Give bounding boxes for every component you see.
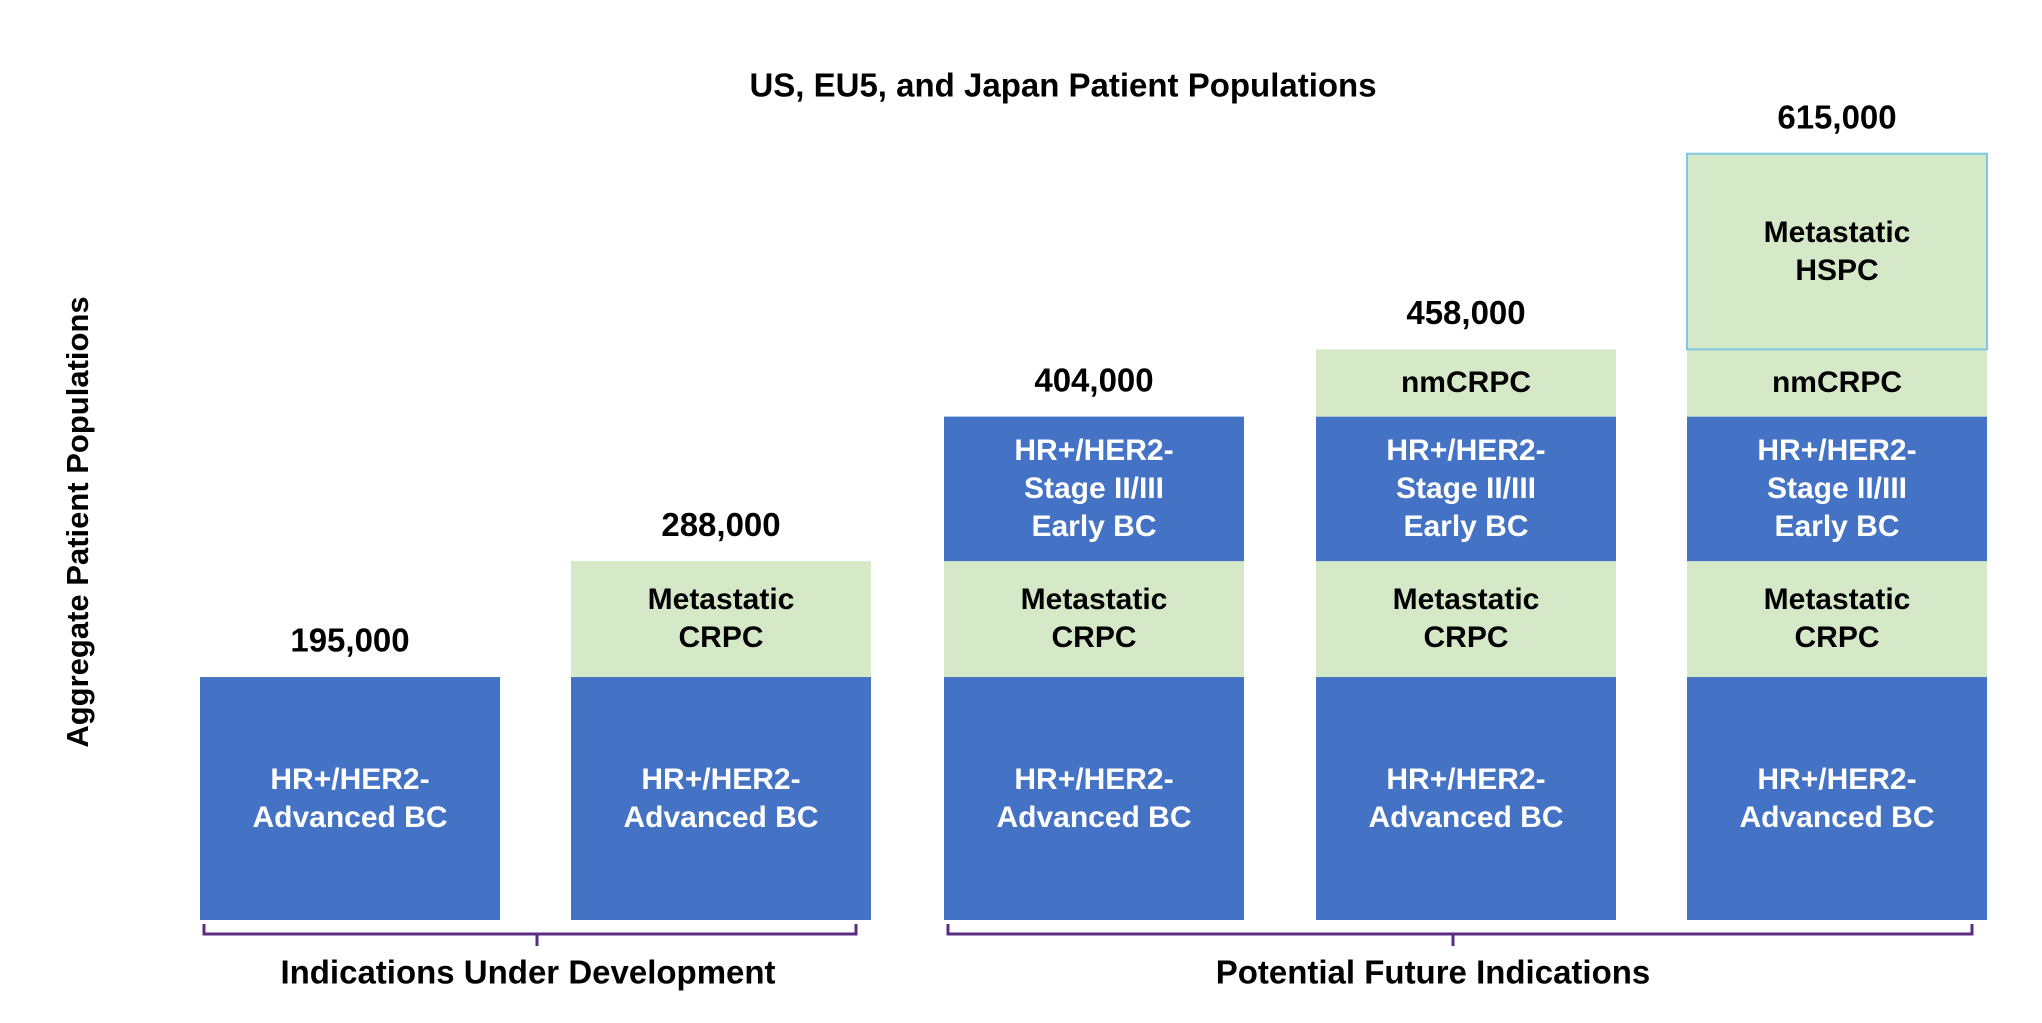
bar-segment <box>571 677 871 920</box>
bar-segment <box>944 677 1244 920</box>
bar-segment <box>1316 561 1616 678</box>
group-label: Indications Under Development <box>280 954 775 991</box>
segment-label: HR+/HER2- Stage II/III Early BC <box>1014 433 1174 543</box>
bar-segment <box>1686 152 1988 351</box>
segment-label: HR+/HER2- Advanced BC <box>1739 762 1935 834</box>
bar-segment <box>1316 416 1616 562</box>
bar-segment <box>944 561 1244 678</box>
bar-segment <box>944 416 1244 562</box>
bar-segment <box>1687 349 1987 417</box>
segment-label: HR+/HER2- Stage II/III Early BC <box>1757 433 1917 543</box>
bar-segment <box>1687 561 1987 678</box>
total-label: 458,000 <box>1406 294 1525 331</box>
segment-label: HR+/HER2- Advanced BC <box>623 762 819 834</box>
group-bracket <box>946 924 1974 946</box>
segment-label: Metastatic CRPC <box>1392 583 1540 655</box>
total-label: 195,000 <box>290 622 409 659</box>
segment-label: HR+/HER2- Advanced BC <box>996 762 1192 834</box>
segment-label: nmCRPC <box>1400 365 1531 399</box>
bar-segment <box>200 677 500 920</box>
group-bracket <box>202 924 858 946</box>
bar-segment <box>1687 416 1987 562</box>
segment-label: HR+/HER2- Advanced BC <box>1368 762 1564 834</box>
bar-segment <box>1687 677 1987 920</box>
segment-label: Metastatic HSPC <box>1763 215 1911 287</box>
chart-title: US, EU5, and Japan Patient Populations <box>749 67 1376 104</box>
bar-segment <box>1316 677 1616 920</box>
y-axis-label: Aggregate Patient Populations <box>60 296 95 747</box>
total-label: 404,000 <box>1034 361 1153 398</box>
group-label: Potential Future Indications <box>1216 954 1651 991</box>
segment-label: Metastatic CRPC <box>1020 583 1168 655</box>
total-label: 288,000 <box>661 506 780 543</box>
bar-segment <box>1316 349 1616 417</box>
segment-label: Metastatic CRPC <box>647 583 795 655</box>
total-label: 615,000 <box>1777 98 1896 135</box>
segment-label: nmCRPC <box>1771 365 1902 399</box>
segment-label: Metastatic CRPC <box>1763 583 1911 655</box>
segment-label: HR+/HER2- Advanced BC <box>252 762 448 834</box>
bar-segment <box>571 561 871 678</box>
segment-label: HR+/HER2- Stage II/III Early BC <box>1386 433 1546 543</box>
